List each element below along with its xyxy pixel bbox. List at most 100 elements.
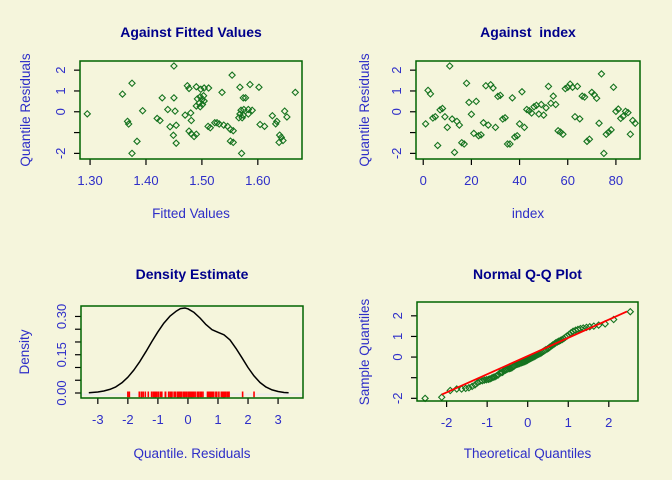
data-point-diamond (571, 112, 579, 121)
data-point-diamond (241, 93, 250, 102)
data-point-diamond (477, 130, 485, 139)
data-point-diamond (133, 137, 141, 146)
data-point-diamond (219, 121, 228, 129)
data-point-diamond (445, 62, 454, 70)
data-point-diamond (128, 79, 136, 88)
data-point-diamond (498, 115, 507, 123)
qq-reference-line (441, 310, 628, 396)
data-point-diamond (494, 92, 502, 101)
data-point-diamond (508, 93, 517, 102)
data-point-diamond (489, 84, 497, 92)
y-axis-label-quantile-residuals-index: Quantile Residuals (357, 53, 372, 167)
tick-label: 0 (390, 353, 405, 360)
data-point-diamond (578, 92, 587, 101)
tick-label: 1.30 (77, 173, 102, 188)
data-point-diamond (607, 125, 615, 134)
tick-label: 0 (524, 415, 531, 430)
panel-title-normal-qq-plot: Normal Q-Q Plot (473, 266, 582, 282)
data-point-diamond (277, 133, 286, 142)
data-point-diamond (200, 97, 209, 105)
data-point-diamond (437, 393, 446, 402)
tick-label: 80 (609, 173, 623, 188)
data-point-diamond (206, 123, 215, 132)
data-point-diamond (428, 114, 437, 122)
tick-label: 0 (420, 173, 427, 188)
tick-label: -2 (389, 148, 404, 160)
data-point-diamond (612, 107, 620, 116)
tick-label: 1 (390, 333, 405, 340)
data-point-diamond (478, 376, 487, 385)
data-point-diamond (471, 381, 479, 389)
panel-title-against-fitted-values: Against Fitted Values (120, 24, 262, 40)
data-point-diamond (631, 119, 640, 128)
data-point-diamond (530, 102, 538, 111)
tick-label: 3 (274, 412, 281, 427)
data-point-diamond (248, 106, 257, 115)
tick-label: 20 (464, 173, 478, 188)
data-point-diamond (192, 130, 201, 139)
data-point-diamond (210, 118, 219, 127)
data-point-diamond (204, 84, 213, 92)
data-point-diamond (487, 374, 496, 382)
data-point-diamond (539, 111, 548, 119)
data-point-diamond (181, 111, 190, 119)
data-point-diamond (465, 383, 473, 392)
data-point-diamond (229, 126, 238, 135)
data-point-diamond (272, 117, 281, 126)
tick-label: -3 (92, 412, 104, 427)
data-point-diamond (138, 106, 147, 115)
tick-label: -2 (390, 393, 405, 405)
tick-label: 0 (389, 108, 404, 115)
data-point-diamond (433, 141, 442, 150)
data-point-diamond (448, 115, 457, 123)
tick-label: 0.30 (54, 304, 69, 329)
data-point-diamond (506, 140, 514, 148)
data-point-diamond (624, 108, 632, 117)
data-point-diamond (559, 130, 567, 139)
data-point-diamond (172, 139, 181, 148)
data-point-diamond (474, 131, 483, 140)
data-point-diamond (626, 130, 635, 139)
data-point-diamond (218, 88, 226, 97)
data-point-diamond (614, 105, 623, 113)
x-axis-label-fitted-values: Fitted Values (152, 206, 230, 221)
tick-label: 40 (512, 173, 526, 188)
data-point-diamond (236, 83, 244, 92)
data-point-diamond (602, 130, 611, 139)
data-point-diamond (185, 84, 193, 93)
data-point-diamond (609, 83, 618, 92)
data-point-diamond (484, 121, 493, 129)
x-axis-label-quantile-residuals: Quantile. Residuals (133, 446, 251, 461)
data-point-diamond (479, 118, 488, 127)
data-point-diamond (468, 382, 477, 391)
tick-label: 1 (565, 415, 572, 430)
density-curve (88, 307, 289, 394)
tick-label: 2 (389, 67, 404, 74)
data-point-diamond (510, 133, 519, 141)
data-point-diamond (551, 100, 560, 109)
data-point-diamond (592, 94, 601, 103)
data-point-diamond (280, 107, 289, 116)
data-point-diamond (462, 79, 471, 88)
data-point-diamond (619, 112, 628, 121)
data-point-diamond (549, 92, 558, 101)
data-point-diamond (461, 384, 470, 393)
data-point-diamond (491, 123, 500, 132)
data-point-diamond (229, 138, 238, 147)
data-point-diamond (237, 149, 246, 158)
data-point-diamond (556, 336, 565, 345)
data-point-diamond (503, 365, 512, 373)
data-point-diamond (455, 121, 464, 129)
data-point-diamond (597, 70, 606, 78)
data-point-diamond (547, 99, 555, 108)
data-point-diamond (268, 111, 277, 120)
data-point-diamond (170, 62, 178, 70)
tick-label: 1 (389, 87, 404, 94)
data-point-diamond (426, 89, 435, 98)
tick-label: -2 (441, 415, 453, 430)
data-point-diamond (469, 129, 478, 138)
data-point-diamond (515, 119, 524, 128)
data-point-diamond (187, 116, 196, 125)
tick-label: 0 (184, 412, 191, 427)
